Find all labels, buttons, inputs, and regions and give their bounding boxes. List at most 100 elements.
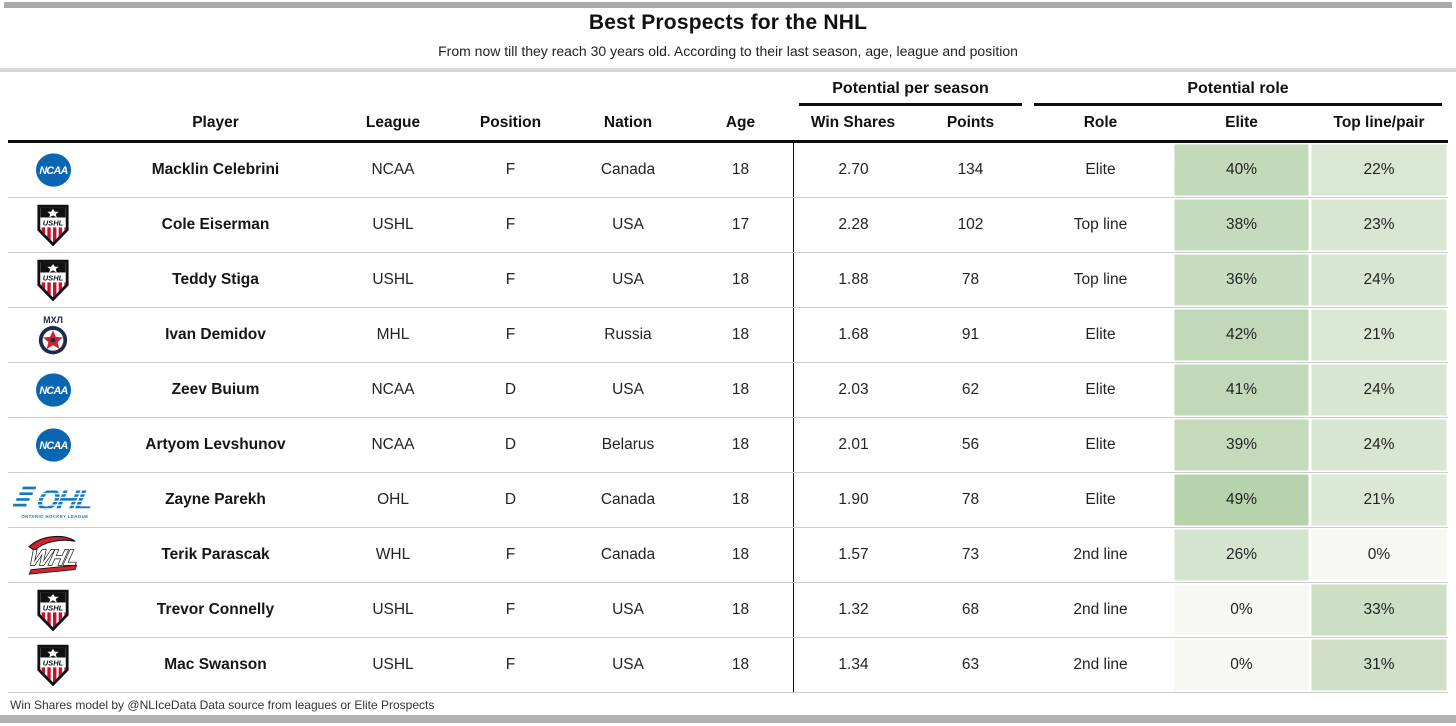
cell-role: 2nd line — [1073, 601, 1128, 618]
cell-top: 24% — [1310, 363, 1448, 417]
cell-win-shares: 2.70 — [793, 143, 913, 197]
column-group-potential-per-season: Potential per season — [799, 72, 1022, 106]
svg-text:WHL: WHL — [27, 545, 81, 570]
svg-text:ONTARIO HOCKEY LEAGUE: ONTARIO HOCKEY LEAGUE — [21, 514, 88, 519]
header-divider — [0, 68, 1456, 72]
cell-player: Zayne Parekh — [165, 491, 266, 508]
cell-points: 73 — [961, 546, 980, 563]
cell-age: 18 — [731, 656, 750, 673]
cell-role: Elite — [1085, 381, 1116, 398]
cell-elite: 0% — [1173, 583, 1310, 637]
cell-elite: 40% — [1173, 143, 1310, 197]
cell-points: 78 — [961, 491, 980, 508]
table-row: NCAA Artyom Levshunov NCAA D Belarus 18 2.01 5… — [8, 418, 1448, 473]
cell-position: F — [505, 656, 516, 673]
cell-win-shares: 1.88 — [793, 253, 913, 307]
cell-top: 21% — [1310, 308, 1448, 362]
header-cell-player: Player — [192, 114, 239, 131]
cell-age: 18 — [731, 491, 750, 508]
column-group-potential-role: Potential role — [1034, 72, 1442, 106]
cell-nation: Russia — [604, 326, 652, 343]
ncaa-logo-icon: NCAA — [35, 153, 71, 187]
table-body: NCAA Macklin Celebrini NCAA F Canada 18 2.70 1… — [8, 143, 1448, 693]
cell-top: 23% — [1310, 198, 1448, 252]
header-cell-role: Role — [1083, 114, 1118, 131]
table-row: NCAA Macklin Celebrini NCAA F Canada 18 2.70 1… — [8, 143, 1448, 198]
cell-top: 31% — [1310, 638, 1448, 692]
cell-nation: Canada — [600, 161, 656, 178]
cell-age: 18 — [731, 601, 750, 618]
cell-elite: 38% — [1173, 198, 1310, 252]
svg-text:NCAA: NCAA — [39, 440, 67, 452]
top-scrollbar[interactable] — [4, 2, 1452, 8]
cell-position: F — [505, 601, 516, 618]
svg-text:USHL: USHL — [43, 658, 64, 667]
cell-age: 18 — [731, 546, 750, 563]
ncaa-logo-icon: NCAA — [35, 373, 71, 407]
cell-role: Top line — [1073, 216, 1128, 233]
cell-position: F — [505, 216, 516, 233]
cell-points: 102 — [957, 216, 984, 233]
ushl-logo-icon: USHL — [37, 644, 69, 686]
cell-position: D — [504, 436, 517, 453]
league-logo-cell: OHL ONTARIO HOCKEY LEAGUE — [8, 473, 98, 527]
cell-league: USHL — [372, 601, 414, 618]
cell-points: 62 — [961, 381, 980, 398]
cell-nation: USA — [612, 216, 644, 233]
league-logo-cell: NCAA — [8, 418, 98, 472]
cell-age: 18 — [731, 326, 750, 343]
ncaa-logo-icon: NCAA — [35, 428, 71, 462]
cell-elite: 0% — [1173, 638, 1310, 692]
cell-position: F — [505, 161, 516, 178]
cell-player: Cole Eiserman — [161, 216, 270, 233]
cell-win-shares: 2.03 — [793, 363, 913, 417]
header-cell-elite: Elite — [1225, 114, 1258, 131]
cell-win-shares: 1.57 — [793, 528, 913, 582]
header-cell-win-shares: Win Shares — [810, 114, 896, 131]
cell-player: Zeev Buium — [171, 381, 260, 398]
league-logo-cell: NCAA — [8, 363, 98, 417]
ohl-logo-icon: OHL ONTARIO HOCKEY LEAGUE — [13, 485, 93, 519]
cell-position: D — [504, 491, 517, 508]
svg-text:NCAA: NCAA — [39, 165, 67, 177]
table-header-row: Player League Position Nation Age Win Sh… — [8, 106, 1448, 143]
cell-role: Elite — [1085, 161, 1116, 178]
cell-player: Terik Parascak — [161, 546, 270, 563]
cell-player: Ivan Demidov — [165, 326, 266, 343]
cell-elite: 26% — [1173, 528, 1310, 582]
title-block: Best Prospects for the NHL From now till… — [0, 0, 1456, 59]
cell-age: 18 — [731, 271, 750, 288]
cell-top: 21% — [1310, 473, 1448, 527]
cell-points: 68 — [961, 601, 980, 618]
cell-league: USHL — [372, 216, 414, 233]
cell-top: 0% — [1310, 528, 1448, 582]
cell-nation: USA — [612, 601, 644, 618]
cell-position: F — [505, 271, 516, 288]
cell-top: 24% — [1310, 253, 1448, 307]
cell-role: Elite — [1085, 491, 1116, 508]
mhl-logo-icon: МХЛ — [38, 315, 68, 354]
cell-league: NCAA — [371, 436, 415, 453]
cell-age: 18 — [731, 161, 750, 178]
prospects-table: Potential per season Potential role Play… — [8, 72, 1448, 693]
league-logo-cell: МХЛ — [8, 308, 98, 362]
cell-points: 78 — [961, 271, 980, 288]
cell-nation: USA — [612, 381, 644, 398]
cell-role: 2nd line — [1073, 546, 1128, 563]
table-row: USHL Cole Eiserman USHL F USA 17 2.28 102 Top l… — [8, 198, 1448, 253]
cell-points: 56 — [961, 436, 980, 453]
column-group-label: Potential per season — [832, 80, 989, 97]
table-row: USHL Teddy Stiga USHL F USA 18 1.88 78 Top line… — [8, 253, 1448, 308]
cell-league: NCAA — [371, 381, 415, 398]
footer-note: Win Shares model by @NLIceData Data sour… — [10, 698, 435, 712]
header-cell-top-line-pair: Top line/pair — [1333, 114, 1425, 131]
cell-role: 2nd line — [1073, 656, 1128, 673]
cell-league: USHL — [372, 656, 414, 673]
league-logo-cell: WHL — [8, 528, 98, 582]
page-title: Best Prospects for the NHL — [588, 11, 868, 34]
cell-player: Teddy Stiga — [172, 271, 259, 288]
ushl-logo-icon: USHL — [37, 589, 69, 631]
bottom-scrollbar[interactable] — [0, 715, 1456, 723]
cell-player: Macklin Celebrini — [151, 161, 280, 178]
cell-top: 33% — [1310, 583, 1448, 637]
